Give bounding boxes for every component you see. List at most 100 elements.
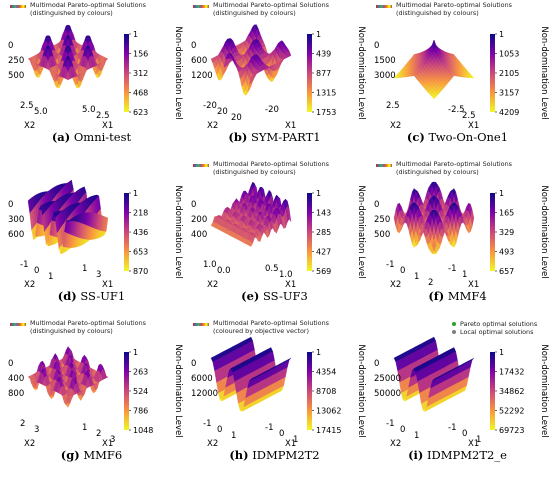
x2-tick-label: 3: [34, 425, 39, 435]
legend-colour-swatch-icon: [376, 5, 392, 8]
z-tick-label: 0: [191, 359, 196, 369]
legend-line-1: Multimodal Pareto-optimal Solutions: [213, 319, 329, 327]
legend-line-1: Multimodal Pareto-optimal Solutions: [30, 319, 146, 327]
caption-letter: (b): [228, 130, 248, 144]
colorbar: [307, 193, 312, 271]
z-tick-label: 600: [8, 230, 24, 240]
colorbar-tick-label: 436: [133, 228, 148, 237]
z-tick-label: 3000: [374, 71, 396, 81]
legend-colour-swatch-icon: [376, 164, 392, 167]
colorbar-tick-label: 623: [133, 108, 148, 117]
colorbar: [124, 193, 129, 271]
x1-tick-label: 2: [96, 429, 101, 439]
x2-axis-label: X2: [207, 439, 218, 449]
legend-colour-swatch-icon: [193, 5, 209, 8]
z-tick-label: 800: [8, 389, 24, 399]
plot-legend: Multimodal Pareto-optimal Solutions (dis…: [376, 160, 536, 183]
colorbar-tick-label: 1753: [316, 108, 336, 117]
x1-axis-label: X1: [285, 439, 296, 449]
legend-colour-swatch-icon: [10, 5, 26, 8]
z-tick-label: 400: [191, 230, 207, 240]
colorbar-tick-label: 653: [133, 248, 148, 257]
z-tick-label: 0: [8, 200, 13, 210]
colorbar: [490, 352, 495, 430]
legend-line-1: Multimodal Pareto-optimal Solutions: [213, 1, 329, 9]
x2-tick-label: -1: [203, 419, 211, 429]
colorbar-label: Non-domination Level: [356, 185, 366, 278]
colorbar: [307, 352, 312, 430]
surface-mesh: [210, 336, 292, 412]
panel-mmf6: 0 400 800 1 2 3 2 3 X1 X2 1 263 524 786 1048 Non-domina…: [0, 318, 183, 477]
x1-axis-label: X1: [102, 280, 113, 290]
caption-name: IDMPM2T2_e: [427, 448, 507, 462]
colorbar-tick-label: 1048: [133, 426, 153, 435]
x2-axis-label: X2: [390, 439, 401, 449]
z-tick-label: 0: [374, 41, 379, 51]
panel-caption: (c) Two-On-One1: [366, 130, 549, 144]
legend-line-1: Multimodal Pareto-optimal Solutions: [30, 1, 146, 9]
panel-idmpm2t2: 0 6000 12000 -1 0 1 -1 0 1 X1 X2 1 4354 8708 13062 1741…: [183, 318, 366, 477]
surface-mesh: [210, 181, 292, 247]
x1-axis-label: X1: [102, 121, 113, 131]
legend-line-2: (distinguished by colours): [30, 9, 113, 17]
x2-tick-label: 2.5: [386, 101, 400, 111]
z-tick-label: 400: [8, 374, 24, 384]
colorbar-tick-label: 3157: [499, 89, 519, 98]
colorbar-tick-label: 1: [499, 348, 504, 357]
x2-tick-label: 2: [428, 278, 433, 288]
colorbar-tick-label: 263: [133, 368, 148, 377]
surface-facet: [431, 94, 437, 100]
colorbar-tick-label: 870: [133, 267, 148, 276]
x2-tick-label: -1: [20, 260, 28, 270]
x1-tick-label: -2.5: [448, 105, 465, 115]
colorbar-label: Non-domination Level: [356, 26, 366, 119]
caption-letter: (f): [428, 289, 445, 303]
x2-tick-label: -1: [386, 260, 394, 270]
x2-axis-label: X2: [207, 280, 218, 290]
surface-facet: [432, 377, 436, 382]
surface-mesh: [393, 336, 475, 412]
colorbar-tick-label: 786: [133, 406, 148, 415]
x1-tick-label: 5.0: [82, 105, 96, 115]
x1-tick-label: -1: [265, 423, 273, 433]
colorbar-tick-label: 13062: [316, 407, 341, 416]
panel-idmpm2t2-e: 0 25000 50000 -1 0 1 -1 0 1 X1 X2 1 17432 34862 52292 6…: [366, 318, 549, 477]
surface-facet: [249, 241, 253, 247]
legend-entry-local: Local optimal solutions: [450, 328, 546, 336]
panel-caption: (a) Omni-test: [0, 130, 183, 144]
x2-tick-label: 1: [48, 272, 53, 282]
legend-dot-icon: [452, 330, 456, 334]
plot-legend: Multimodal Pareto-optimal Solutions (dis…: [193, 1, 353, 24]
x1-axis-label: X1: [285, 121, 296, 131]
z-tick-label: 200: [191, 215, 207, 225]
z-tick-label: 300: [8, 215, 24, 225]
x1-tick-label: 1: [82, 264, 87, 274]
colorbar-tick-label: 524: [133, 387, 148, 396]
caption-name: SYM-PART1: [251, 130, 321, 144]
plot-legend: Pareto optimal solutions Local optimal s…: [450, 320, 546, 342]
colorbar-tick-label: 1053: [499, 50, 519, 59]
caption-name: MMF4: [447, 289, 487, 303]
colorbar-tick-label: 312: [133, 69, 148, 78]
colorbar-tick-label: 156: [133, 49, 148, 58]
x2-tick-label: 1: [414, 431, 419, 441]
colorbar-tick-label: 427: [316, 248, 331, 257]
colorbar-tick-label: 1: [133, 348, 138, 357]
panel-caption: (g) MMF6: [0, 448, 183, 462]
panel-ss-uf1: 0 300 600 1 3 -1 0 1 X1 X2 1 218 436 653 870 Non-domina…: [0, 159, 183, 318]
legend-line-2: (coloured by objective vector): [213, 327, 310, 335]
x2-tick-label: 20: [217, 107, 228, 117]
z-tick-label: 0: [191, 41, 196, 51]
colorbar-tick-label: 329: [499, 228, 514, 237]
surface-facet: [65, 396, 71, 404]
z-tick-label: 1500: [374, 56, 396, 66]
colorbar-tick-label: 468: [133, 89, 148, 98]
surface-facet: [66, 71, 70, 81]
surface-plot: 0600012000-101-101X1X2143548708130621741…: [191, 336, 366, 449]
legend-line-2: (distinguished by colours): [213, 9, 296, 17]
z-tick-label: 50000: [374, 389, 401, 399]
colorbar-tick-label: 1: [499, 30, 504, 39]
caption-letter: (g): [60, 448, 80, 462]
